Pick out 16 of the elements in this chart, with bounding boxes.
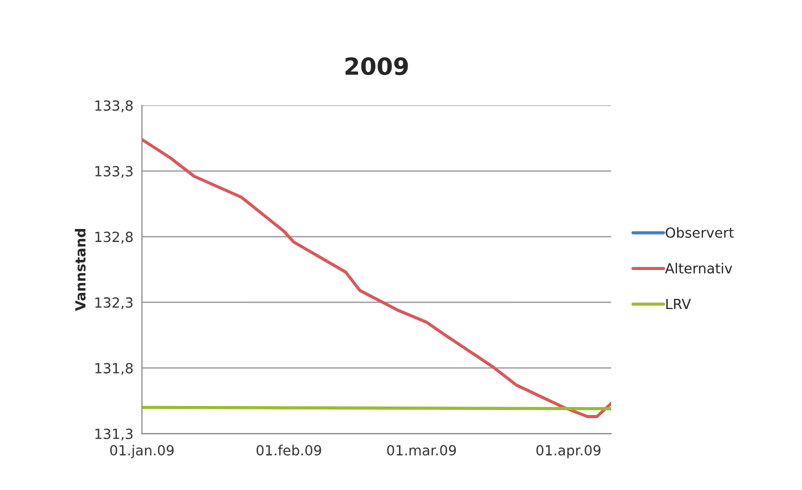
x-tick-label: 01.feb.09 [256, 444, 322, 456]
legend-label: LRV [666, 298, 691, 309]
legend-label: Alternativ [665, 262, 732, 274]
y-tick-label: 131,8 [95, 362, 133, 375]
x-tick-label: 01.jan.09 [110, 444, 174, 458]
y-tick-label: 133,8 [95, 100, 133, 112]
chart-title: 2009 [346, 57, 408, 76]
y-axis-title: Vannstand [74, 229, 86, 312]
line-series [142, 138, 612, 418]
y-tick-label: 133,3 [95, 166, 133, 178]
y-tick-label: 132,3 [95, 297, 133, 310]
y-tick-label: 132,8 [95, 232, 133, 244]
x-tick-label: 01.apr.09 [536, 445, 600, 458]
y-tick-label: 131,3 [95, 428, 133, 441]
legend-label: Observert [666, 227, 734, 238]
x-tick-label: 01.mar.09 [387, 445, 456, 456]
